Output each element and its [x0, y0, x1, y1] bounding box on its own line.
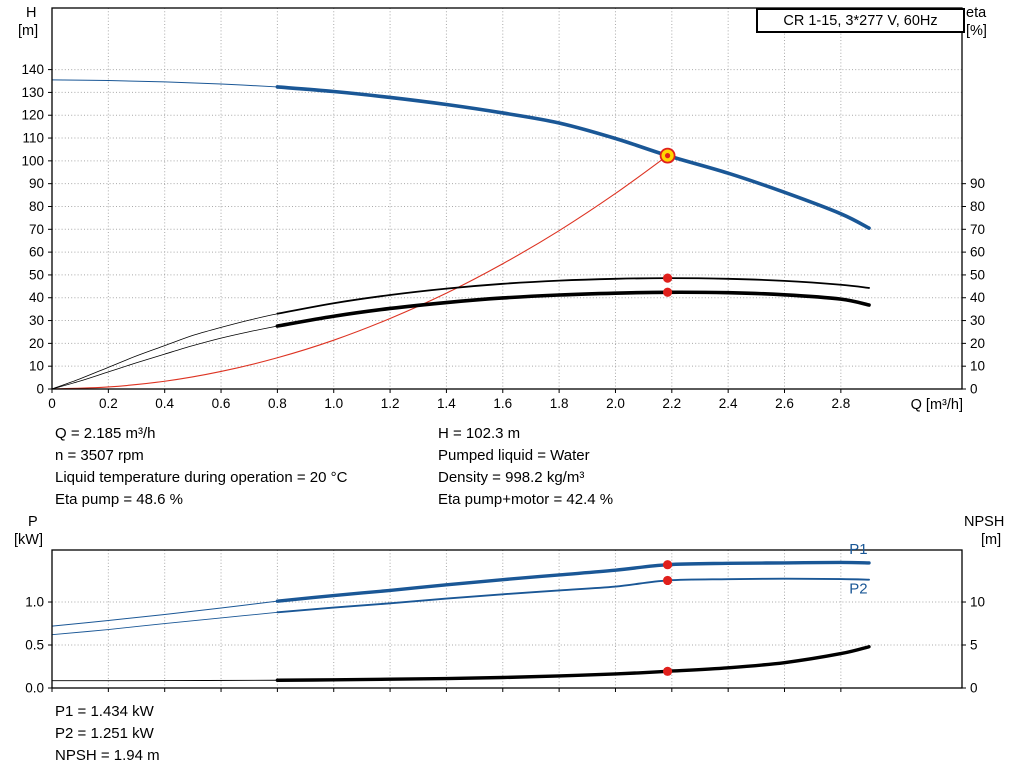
speed-value: n = 3507 rpm	[55, 447, 144, 464]
y-left-tick-label: 100	[21, 153, 44, 168]
y-left-tick-label: 130	[21, 85, 44, 100]
eta-pump-curve	[276, 277, 870, 315]
y-right-tick-label: 0	[970, 681, 978, 696]
y-left-tick-label: 70	[29, 222, 44, 237]
eta-pump-motor-curve-lead-in	[51, 325, 278, 390]
y-left-tick-label: 10	[29, 359, 44, 374]
pump-designation-label: CR 1-15, 3*277 V, 60Hz	[783, 12, 938, 29]
pump-designation-box: CR 1-15, 3*277 V, 60Hz	[756, 8, 965, 33]
y-right-tick-label: 50	[970, 267, 985, 282]
y-right-tick-label: 80	[970, 199, 985, 214]
q-axis-title: Q [m³/h]	[910, 397, 963, 413]
operating-data-right: H = 102.3 m Pumped liquid = Water Densit…	[438, 423, 613, 511]
x-tick-label: 0.2	[99, 396, 118, 411]
y-left-tick-label: 30	[29, 313, 44, 328]
y-right-tick-label: 5	[970, 638, 978, 653]
x-tick-label: 2.4	[719, 396, 738, 411]
curve-label-P2: P2	[849, 580, 867, 597]
npsh-curve	[275, 645, 871, 682]
p2-value: P2 = 1.251 kW	[55, 725, 154, 742]
flow-value: Q = 2.185 m³/h	[55, 425, 156, 442]
y-left-tick-label: 40	[29, 290, 44, 305]
p1-curve	[275, 560, 871, 603]
y-left-tick-label: 140	[21, 62, 44, 77]
x-tick-label: 1.0	[324, 396, 343, 411]
y-right-tick-label: 10	[970, 595, 985, 610]
x-tick-label: 0.6	[212, 396, 231, 411]
p-axis-unit: [kW]	[14, 532, 43, 548]
eta-pump-motor-point	[662, 287, 673, 297]
npsh-point	[662, 666, 673, 676]
y-left-tick-label: 0.0	[25, 681, 44, 696]
pump-head-curve-lead-in	[51, 79, 278, 88]
x-tick-label: 0.4	[155, 396, 174, 411]
p2-point	[662, 575, 673, 586]
eta-pump-motor-curve	[275, 290, 871, 328]
y-right-tick-label: 30	[970, 313, 985, 328]
y-left-tick-label: 50	[29, 267, 44, 282]
y-left-tick-label: 60	[29, 245, 44, 260]
eta-pump-value: Eta pump = 48.6 %	[55, 491, 183, 508]
y-left-tick-label: 110	[22, 131, 44, 146]
h-axis-unit: [m]	[18, 23, 39, 39]
eta-axis-title: eta	[966, 5, 987, 21]
y-right-tick-label: 20	[970, 336, 985, 351]
y-left-tick-label: 20	[29, 336, 44, 351]
y-left-tick-label: 120	[21, 108, 44, 123]
npsh-axis-unit: [m]	[981, 532, 1002, 548]
x-tick-label: 1.2	[381, 396, 400, 411]
head-chart: 0 0.2 0.4 0.6 0.8 1.0 1.2 1.4 1.6 1.8 2.0 2.2 2.4 2.6…	[21, 7, 985, 411]
plot-frame	[51, 549, 963, 689]
h-axis-title: H	[26, 5, 37, 21]
eta-pump-point	[662, 273, 673, 283]
y-right-tick-label: 70	[970, 222, 985, 237]
y-left-tick-label: 90	[29, 176, 44, 191]
power-data: P1 = 1.434 kW P2 = 1.251 kW NPSH = 1.94 …	[55, 701, 160, 767]
x-tick-label: 2.6	[775, 396, 794, 411]
x-tick-label: 0	[48, 396, 56, 411]
y-left-tick-label: 1.0	[25, 595, 44, 610]
x-tick-label: 2.8	[831, 396, 850, 411]
y-right-tick-label: 0	[970, 382, 978, 397]
x-tick-label: 0.8	[268, 396, 287, 411]
p2-curve-lead-in	[51, 611, 278, 636]
p-axis-title: P	[28, 514, 38, 530]
liquid-temperature-value: Liquid temperature during operation = 20…	[55, 469, 348, 486]
pump-head-curve	[275, 85, 871, 230]
head-value: H = 102.3 m	[438, 425, 521, 442]
x-tick-label: 2.2	[662, 396, 681, 411]
p1-curve-lead-in	[51, 600, 278, 627]
eta-pump-motor-value: Eta pump+motor = 42.4 %	[438, 491, 614, 508]
y-right-tick-label: 10	[970, 359, 985, 374]
plot-frame	[51, 7, 963, 390]
y-right-tick-label: 60	[970, 245, 985, 260]
y-left-tick-label: 0.5	[25, 638, 44, 653]
curve-label-P1: P1	[849, 541, 867, 558]
y-left-tick-label: 80	[29, 199, 44, 214]
density-value: Density = 998.2 kg/m³	[438, 469, 585, 486]
p1-point	[662, 560, 673, 570]
operating-data-left: Q = 2.185 m³/h n = 3507 rpm Liquid tempe…	[55, 423, 347, 511]
eta-axis-unit: [%]	[966, 23, 987, 39]
power-chart: 0.0 0.5 1.0 0 5 10 P1 P2	[25, 541, 985, 696]
p2-curve	[276, 577, 870, 614]
system-curve	[51, 155, 668, 390]
x-tick-label: 2.0	[606, 396, 625, 411]
duty-point-center	[664, 153, 671, 159]
eta-pump-curve-lead-in	[51, 313, 278, 390]
npsh-axis-title: NPSH	[964, 514, 1005, 530]
y-right-tick-label: 90	[970, 176, 985, 191]
pumped-liquid-value: Pumped liquid = Water	[438, 447, 590, 464]
x-tick-label: 1.8	[550, 396, 569, 411]
y-left-tick-label: 0	[36, 382, 44, 397]
x-tick-label: 1.4	[437, 396, 456, 411]
p1-value: P1 = 1.434 kW	[55, 703, 154, 720]
x-tick-label: 1.6	[493, 396, 512, 411]
npsh-value: NPSH = 1.94 m	[55, 747, 160, 764]
y-right-tick-label: 40	[970, 290, 985, 305]
